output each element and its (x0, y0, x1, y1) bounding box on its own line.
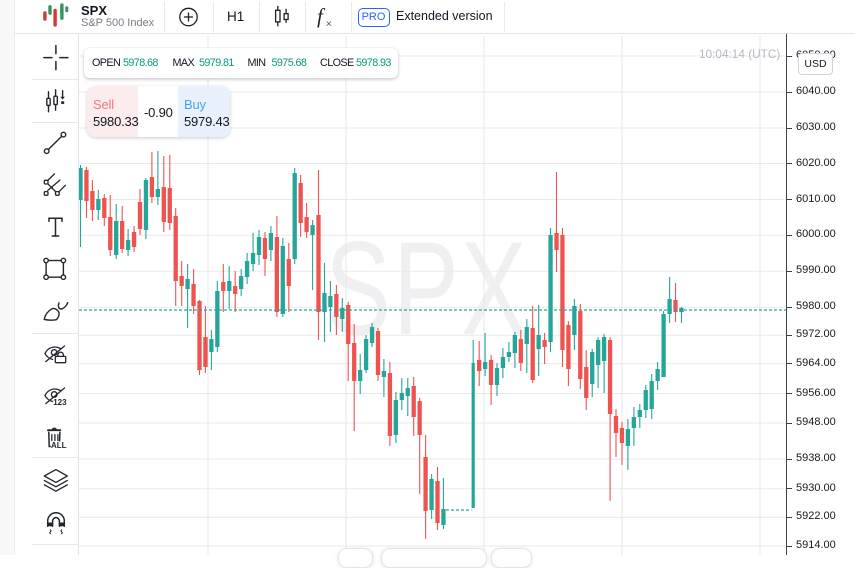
svg-text:×: × (326, 17, 333, 31)
svg-text:123: 123 (53, 398, 67, 407)
svg-text:f: f (317, 4, 326, 28)
svg-text:ALL: ALL (51, 441, 67, 450)
